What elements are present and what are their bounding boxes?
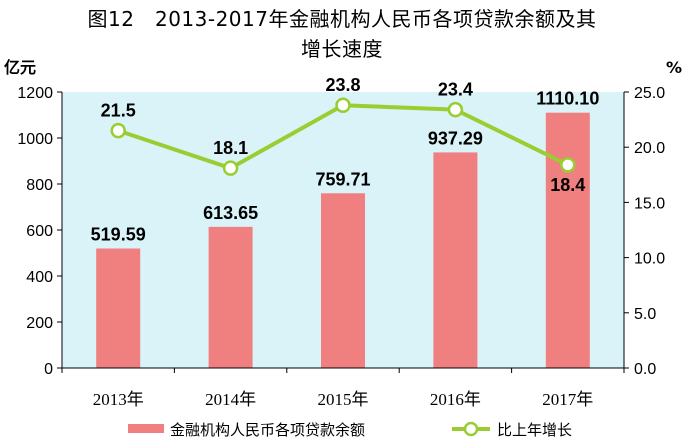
line-value-label: 18.4 [550,175,585,195]
x-tick-label: 2016年 [430,390,481,409]
y-left-tick-label: 400 [26,269,53,286]
line-point [447,101,464,118]
bar-series [96,112,590,368]
y-left-tick-label: 0 [44,361,53,378]
legend-line-label: 比上年增长 [497,421,572,439]
y-right-tick-label: 5.0 [634,306,656,323]
bar [96,248,141,368]
x-tick-label: 2017年 [542,390,593,409]
bar-value-label: 759.71 [315,169,370,189]
x-axis: 2013年 2014年 2015年 2016年 2017年 [61,367,625,409]
y-right-tick-label: 10.0 [634,251,665,268]
line-point [222,160,239,176]
legend-bar-swatch [128,424,164,433]
line-point [110,122,126,139]
x-tick-label: 2015年 [318,390,369,409]
bar-value-label: 519.59 [91,224,146,244]
bar-value-label: 613.65 [203,203,258,223]
line-point [335,97,351,113]
y-right-tick-label: 0.0 [634,361,656,378]
y-right-tick-label: 15.0 [634,195,665,212]
y-left-tick-label: 200 [26,315,53,332]
legend: 金融机构人民币各项贷款余额 比上年增长 [128,421,572,439]
y-left-unit: 亿元 [4,58,36,77]
y-right-tick-label: 20.0 [634,140,665,157]
line-point [560,157,576,173]
bar-value-label: 937.29 [428,128,483,148]
bar [208,226,253,368]
y-axis-right: 0.0 5.0 10.0 15.0 20.0 25.0 [623,85,665,378]
bar-value-label: 1110.10 [536,89,599,109]
y-left-tick-label: 600 [26,223,53,240]
title-line-2: 增长速度 [301,37,383,61]
line-value-label: 21.5 [101,101,136,121]
line-value-label: 18.1 [213,138,248,158]
x-tick-label: 2014年 [205,390,256,409]
title-line-1: 图12 2013-2017年金融机构人民币各项贷款余额及其 [87,7,597,31]
line-value-label: 23.8 [325,75,360,95]
line-labels: 21.5 18.1 23.8 23.4 18.4 [101,75,586,195]
legend-bar-label: 金融机构人民币各项贷款余额 [170,421,365,439]
line-value-label: 23.4 [438,80,473,100]
line-series [110,97,576,176]
bar-labels: 519.59 613.65 759.71 937.29 1110.10 [91,89,600,245]
y-axis-left: 0 200 400 600 800 1000 1200 [17,85,63,378]
legend-line-marker [463,421,479,437]
y-right-tick-label: 25.0 [634,85,665,102]
bar [433,152,478,368]
x-tick-label: 2013年 [93,390,144,409]
bar [545,112,590,368]
y-left-tick-label: 1200 [17,85,53,102]
y-left-tick-label: 800 [26,177,53,194]
bar [321,193,365,368]
y-left-tick-label: 1000 [17,131,53,148]
y-right-unit: % [666,58,682,77]
chart-title: 图12 2013-2017年金融机构人民币各项贷款余额及其 增长速度 [0,4,684,64]
